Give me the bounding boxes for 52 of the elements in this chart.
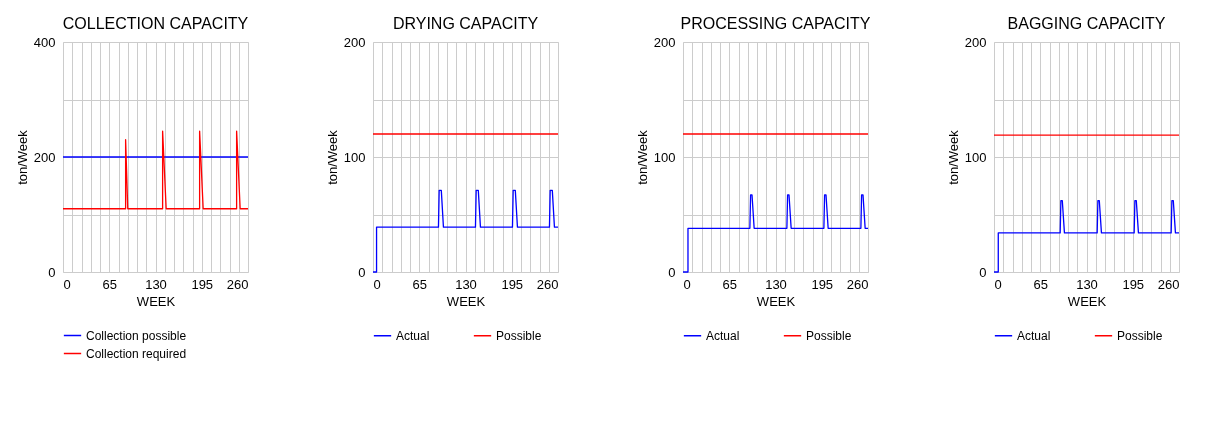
x-tick-label: 130 xyxy=(765,276,787,292)
legend-label: Actual xyxy=(706,328,740,343)
x-tick-label: 0 xyxy=(63,276,71,292)
x-tick-label: 195 xyxy=(191,276,214,292)
x-tick-label: 195 xyxy=(501,276,524,292)
x-tick-label: 65 xyxy=(722,276,737,292)
y-tick-label: 0 xyxy=(358,264,366,280)
x-tick-label: 65 xyxy=(1033,276,1048,292)
legend-label: Possible xyxy=(496,328,542,343)
chart-title: PROCESSING CAPACITY xyxy=(680,15,871,32)
x-tick-label: 0 xyxy=(994,276,1002,292)
y-tick-label: 200 xyxy=(653,34,676,50)
y-tick-label: 100 xyxy=(964,149,987,165)
y-axis-title: ton/Week xyxy=(324,129,340,185)
chart-title: BAGGING CAPACITY xyxy=(1007,15,1166,32)
legend-label: Actual xyxy=(396,328,430,343)
legend-label: Collection possible xyxy=(86,328,187,343)
x-tick-label: 260 xyxy=(536,276,559,292)
x-axis-title: WEEK xyxy=(136,293,176,309)
legend-label: Collection required xyxy=(86,346,187,361)
x-tick-label: 65 xyxy=(412,276,427,292)
y-tick-label: 200 xyxy=(964,34,987,50)
y-tick-label: 100 xyxy=(653,149,676,165)
y-tick-label: 0 xyxy=(48,264,56,280)
x-axis-title: WEEK xyxy=(1067,293,1107,309)
legend-label: Possible xyxy=(806,328,852,343)
y-axis-title: ton/Week xyxy=(945,129,961,185)
x-tick-label: 260 xyxy=(846,276,869,292)
x-axis-title: WEEK xyxy=(446,293,486,309)
y-axis-title: ton/Week xyxy=(14,129,30,185)
x-tick-label: 130 xyxy=(1076,276,1098,292)
y-tick-label: 0 xyxy=(668,264,676,280)
x-tick-label: 260 xyxy=(226,276,249,292)
legend-label: Actual xyxy=(1017,328,1051,343)
x-tick-label: 195 xyxy=(811,276,834,292)
y-tick-label: 200 xyxy=(33,149,56,165)
y-tick-label: 400 xyxy=(33,34,56,50)
y-tick-label: 200 xyxy=(343,34,366,50)
y-tick-label: 100 xyxy=(343,149,366,165)
x-tick-label: 0 xyxy=(373,276,381,292)
legend-label: Possible xyxy=(1117,328,1163,343)
x-tick-label: 130 xyxy=(145,276,167,292)
x-tick-label: 260 xyxy=(1157,276,1180,292)
chart-title: DRYING CAPACITY xyxy=(392,15,539,32)
y-tick-label: 0 xyxy=(979,264,987,280)
y-axis-title: ton/Week xyxy=(634,129,650,185)
x-tick-label: 0 xyxy=(683,276,691,292)
x-axis-title: WEEK xyxy=(756,293,796,309)
x-tick-label: 195 xyxy=(1122,276,1145,292)
x-tick-label: 65 xyxy=(102,276,117,292)
x-tick-label: 130 xyxy=(455,276,477,292)
chart-title: COLLECTION CAPACITY xyxy=(62,15,249,32)
